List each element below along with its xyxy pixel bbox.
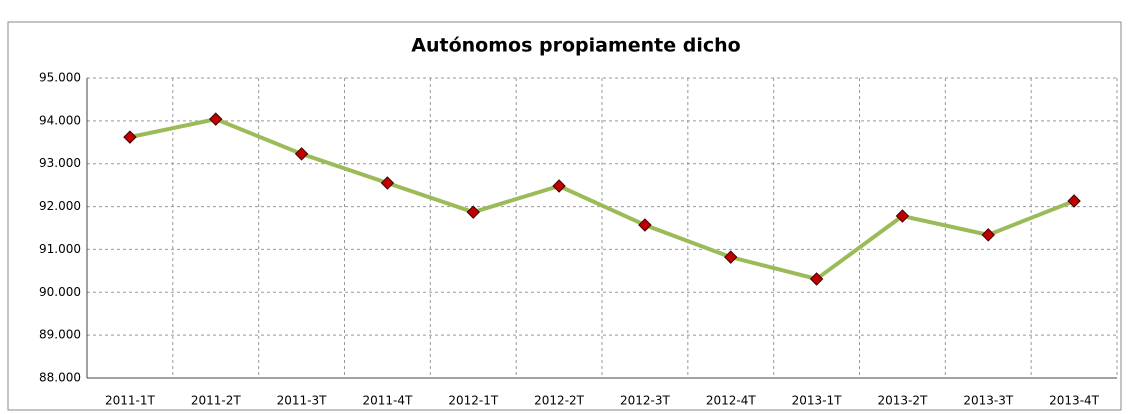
series-line: [129, 117, 1075, 282]
chart-frame: [7, 21, 1122, 411]
marker: [638, 218, 652, 232]
marker: [466, 205, 480, 219]
x-tick-label: 2013-3T: [963, 394, 1014, 408]
marker: [724, 250, 738, 264]
x-tick-label: 2012-1T: [448, 394, 499, 408]
y-tick-label: 91.000: [39, 242, 81, 256]
marker: [1067, 194, 1081, 208]
y-tick-label: 94.000: [39, 113, 81, 127]
marker: [123, 130, 137, 144]
y-tick-label: 89.000: [39, 328, 81, 342]
marker: [380, 176, 395, 190]
x-tick-label: 2011-3T: [277, 394, 328, 408]
y-tick-label: 93.000: [39, 156, 81, 170]
marker: [895, 209, 910, 223]
x-tick-label: 2012-3T: [620, 394, 671, 408]
y-tick-label: 88.000: [39, 371, 81, 385]
chart-title: Autónomos propiamente dicho: [411, 35, 740, 57]
x-tick-label: 2013-2T: [877, 394, 928, 408]
y-tick-label: 95.000: [39, 71, 81, 85]
y-tick-label: 92.000: [39, 199, 81, 213]
x-tick-label: 2013-4T: [1049, 394, 1100, 408]
x-tick-label: 2011-2T: [191, 394, 242, 408]
x-tick-label: 2013-1T: [792, 394, 843, 408]
x-tick-label: 2011-1T: [105, 394, 156, 408]
marker: [809, 272, 824, 286]
marker: [294, 147, 309, 161]
marker: [981, 228, 995, 242]
x-tick-label: 2012-4T: [706, 394, 757, 408]
y-tick-label: 90.000: [39, 285, 81, 299]
marker: [552, 179, 566, 193]
x-tick-label: 2012-2T: [534, 394, 585, 408]
x-tick-label: 2011-4T: [362, 394, 413, 408]
marker: [209, 112, 223, 126]
